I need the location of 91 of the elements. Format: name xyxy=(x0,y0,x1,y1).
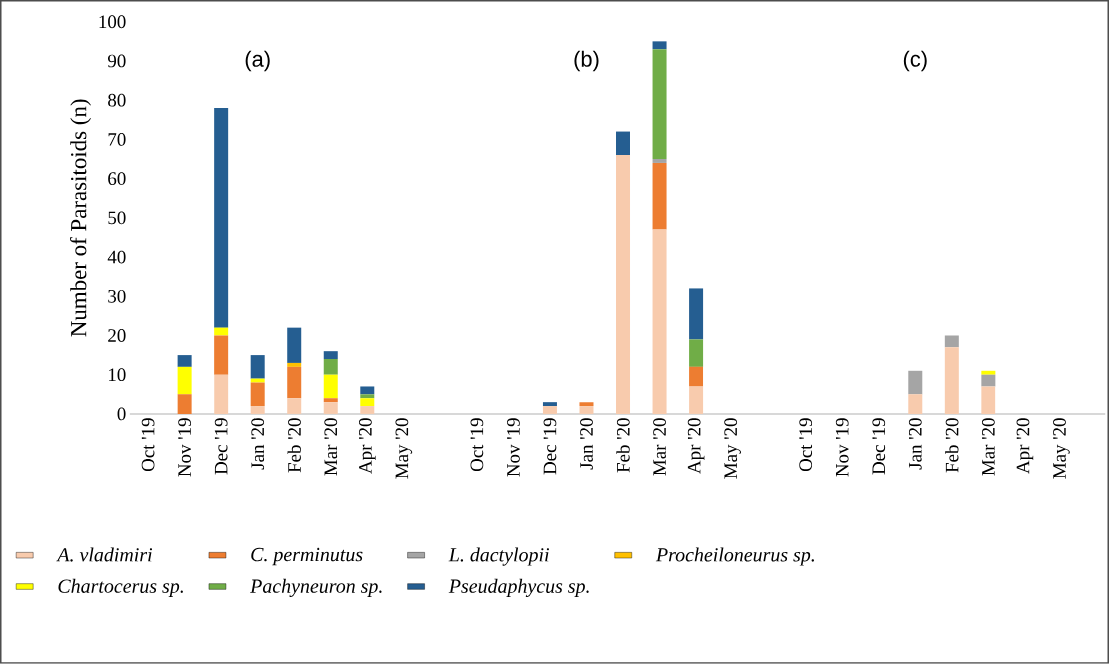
bar xyxy=(214,335,229,375)
y-tick-label: 0 xyxy=(117,407,126,421)
bar xyxy=(323,351,338,360)
y-tick-label: 70 xyxy=(108,133,126,146)
legend-label: Chartocerus sp. xyxy=(58,578,183,598)
x-tick-label: Feb '20 xyxy=(945,418,959,473)
bar xyxy=(214,108,229,328)
x-tick-label: May '20 xyxy=(1053,418,1070,479)
x-tick-label: Oct '19 xyxy=(141,418,155,472)
annotation: (c) xyxy=(903,50,927,72)
x-tick-label: Mar '20 xyxy=(653,418,666,476)
bar xyxy=(689,366,704,387)
x-tick-label: Dec '19 xyxy=(214,418,228,475)
bar xyxy=(323,374,338,399)
bar xyxy=(323,398,338,403)
bar xyxy=(689,288,704,340)
bar xyxy=(360,394,375,399)
bar xyxy=(944,335,959,348)
bar xyxy=(542,402,557,407)
annotation: (a) xyxy=(245,50,270,72)
bar xyxy=(652,41,667,50)
bar xyxy=(323,402,338,415)
bar xyxy=(981,386,996,415)
bar xyxy=(689,386,704,415)
bar xyxy=(944,347,959,415)
bar xyxy=(689,339,704,367)
x-tick-label: Dec '19 xyxy=(543,418,557,475)
y-tick-label: 10 xyxy=(109,368,126,382)
y-tick-label: 100 xyxy=(99,15,126,29)
bar xyxy=(177,394,192,415)
bar xyxy=(287,398,302,415)
x-tick-label: Nov '19 xyxy=(835,418,849,477)
bar xyxy=(360,386,375,395)
bar xyxy=(287,366,302,399)
x-tick-label: Feb '20 xyxy=(616,418,630,473)
bar xyxy=(250,378,265,383)
legend-label: L. dactylopii xyxy=(448,547,549,566)
bar xyxy=(652,159,667,164)
bar xyxy=(908,394,923,415)
y-tick-label: 50 xyxy=(108,211,126,225)
x-tick-label: Apr '20 xyxy=(687,418,705,474)
x-tick-label: Apr '20 xyxy=(1016,418,1034,474)
x-tick-label: Jan '20 xyxy=(908,418,922,470)
bar xyxy=(250,355,265,379)
x-tick-label: Jan '20 xyxy=(580,418,593,470)
bar xyxy=(616,155,631,415)
bar xyxy=(652,163,667,230)
x-tick-label: Mar '20 xyxy=(324,418,338,476)
bar xyxy=(250,406,265,415)
bar xyxy=(579,402,594,407)
bar xyxy=(250,382,265,407)
x-tick-label: Apr '20 xyxy=(358,418,376,474)
x-tick-label: Mar '20 xyxy=(981,418,995,476)
x-tick-label: Dec '19 xyxy=(872,418,886,475)
y-tick-label: 60 xyxy=(108,172,126,186)
y-tick-label: 40 xyxy=(107,250,126,264)
bar xyxy=(177,366,192,395)
bar xyxy=(287,363,302,367)
x-tick-label: May '20 xyxy=(395,418,413,479)
y-tick-label: 30 xyxy=(108,290,126,303)
x-tick-label: Feb '20 xyxy=(287,418,301,473)
x-tick-label: Nov '19 xyxy=(507,418,520,477)
y-tick-label: 20 xyxy=(108,329,126,342)
x-tick-label: Oct '19 xyxy=(799,418,813,472)
bar xyxy=(542,406,557,415)
x-tick-label: Jan '20 xyxy=(251,418,265,470)
y-axis-title: Number of Parasitoids (n) xyxy=(70,99,92,337)
annotation: (b) xyxy=(574,50,599,72)
legend-label: Pseudaphycus sp. xyxy=(448,578,589,598)
bar xyxy=(360,398,375,407)
bar xyxy=(287,327,302,364)
bar xyxy=(652,49,667,160)
x-tick-label: Oct '19 xyxy=(470,418,484,472)
y-tick-label: 80 xyxy=(108,93,126,107)
bar xyxy=(652,229,667,415)
legend-label: Pachyneuron sp. xyxy=(250,578,382,598)
x-tick-label: Nov '19 xyxy=(178,418,191,477)
bar xyxy=(360,406,375,415)
bar xyxy=(908,370,923,395)
y-tick-label: 90 xyxy=(107,54,126,68)
legend-label: A. vladimiri xyxy=(56,547,153,562)
bar xyxy=(323,359,338,375)
bar xyxy=(214,374,229,415)
bar xyxy=(177,355,192,367)
bar xyxy=(616,131,631,156)
bar xyxy=(981,370,996,375)
x-tick-label: May '20 xyxy=(724,418,741,479)
legend-label: Procheiloneurus sp. xyxy=(655,547,814,566)
bar xyxy=(981,374,996,387)
bar xyxy=(579,406,594,415)
legend-label: C. perminutus xyxy=(251,547,363,566)
